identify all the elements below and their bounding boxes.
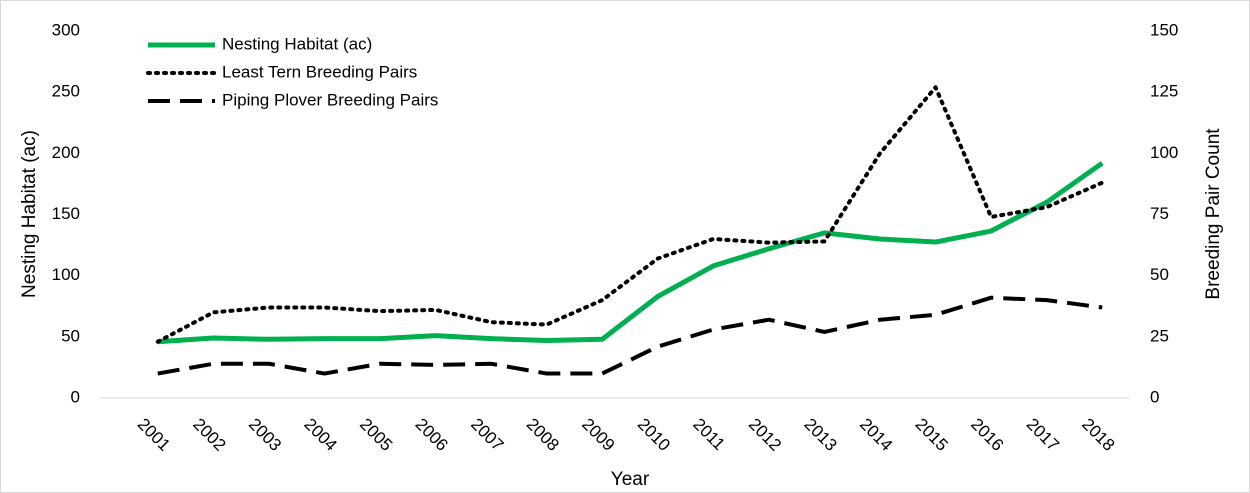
y-tick-label: 50 — [61, 326, 80, 345]
legend-label: Nesting Habitat (ac) — [222, 34, 372, 53]
y-tick-label: 200 — [52, 143, 80, 162]
y2-tick-label: 75 — [1150, 204, 1169, 223]
y2-tick-label: 0 — [1150, 387, 1159, 406]
y-tick-label: 250 — [52, 82, 80, 101]
y-axis-title: Nesting Habitat (ac) — [19, 130, 40, 298]
y2-tick-label: 100 — [1150, 143, 1178, 162]
x-axis-title: Year — [611, 469, 650, 490]
y-tick-label: 150 — [52, 204, 80, 223]
legend-label: Least Tern Breeding Pairs — [222, 62, 417, 81]
series-line — [155, 85, 1105, 344]
series-line — [157, 161, 1104, 345]
y2-tick-label: 150 — [1150, 20, 1178, 39]
legend-label: Piping Plover Breeding Pairs — [222, 90, 438, 109]
y2-tick-label: 25 — [1150, 326, 1169, 345]
y-tick-label: 100 — [52, 265, 80, 284]
y2-axis-title: Breeding Pair Count — [1203, 128, 1224, 300]
y-tick-label: 0 — [71, 387, 80, 406]
y2-tick-label: 125 — [1150, 82, 1178, 101]
y2-tick-label: 50 — [1150, 265, 1169, 284]
series-line — [157, 295, 1103, 376]
y-tick-label: 300 — [52, 20, 80, 39]
